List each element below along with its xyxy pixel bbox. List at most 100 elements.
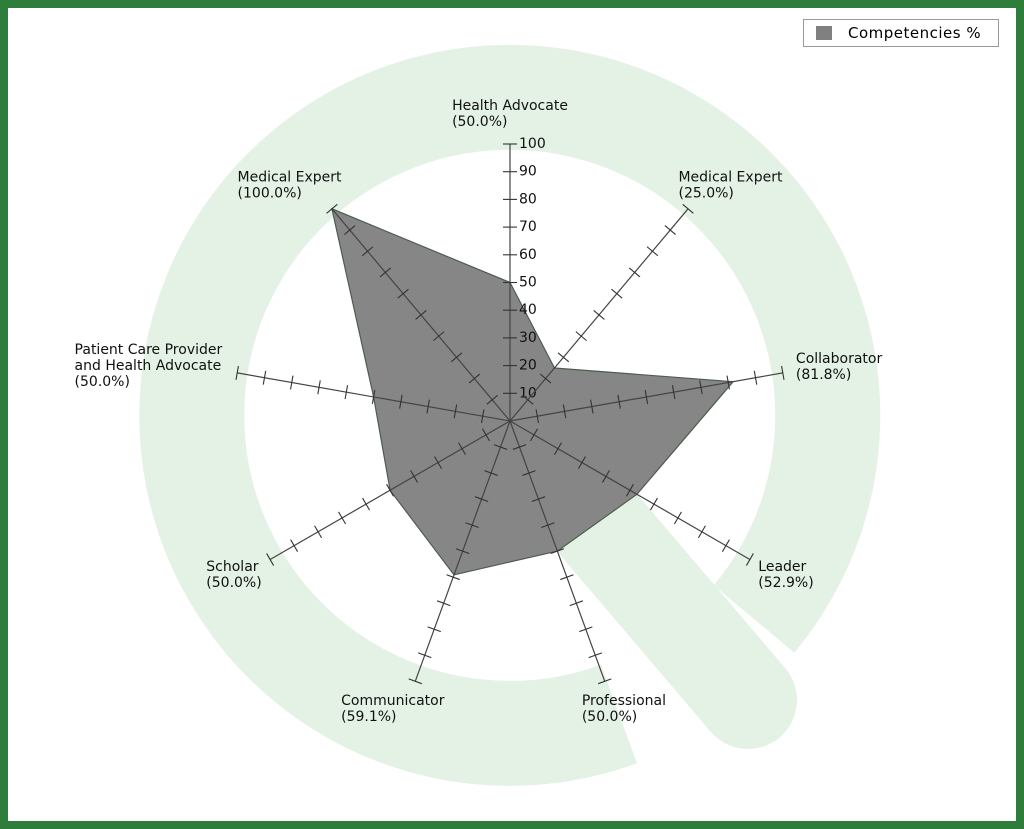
value-label: (50.0%) [452,114,508,130]
tick-mark [664,225,676,235]
r-tick-label: 50 [519,275,537,291]
tick-mark [649,497,658,511]
tick-mark [290,375,294,390]
tick-mark [753,370,758,385]
tick-mark [344,385,349,400]
tick-mark [726,375,730,390]
tick-mark [290,539,299,552]
tick-mark [486,394,498,405]
tick-mark [450,352,463,363]
r-tick-label: 90 [519,164,537,180]
value-label: (25.0%) [678,185,734,202]
category-name: Health Advocate [452,98,568,114]
category-label: Patient Care Provider and Health Advocat… [75,342,225,390]
tick-mark [480,409,485,424]
tick-mark [474,496,489,502]
tick-mark [317,380,321,395]
tick-mark [434,456,443,469]
tick-mark [531,496,546,502]
tick-mark [682,203,694,214]
tick-mark [590,399,594,414]
tick-mark [579,626,593,633]
tick-mark [465,522,479,529]
category-label: Collaborator (81.8%) [796,352,882,384]
r-tick-label: 10 [519,385,537,401]
tick-mark [569,600,584,607]
category-name: Scholar [206,558,259,575]
r-tick-label: 30 [519,330,537,346]
category-name: Professional [581,693,666,710]
tick-mark [408,678,423,685]
category-name: Patient Care Provider and Health Advocat… [74,342,223,375]
tick-mark [235,365,239,380]
category-name: Leader [758,558,807,575]
tick-mark [371,389,376,404]
tick-mark [417,652,432,659]
legend-label: Competencies % [848,24,982,42]
legend-swatch [816,26,832,40]
tick-mark [597,678,612,685]
value-label: (50.0%) [581,709,638,726]
r-tick-label: 20 [519,358,537,374]
tick-mark [512,444,527,450]
tick-mark [379,267,392,278]
tick-mark [671,385,676,400]
tick-mark [338,511,347,525]
tick-mark [781,365,785,380]
tick-mark [522,470,536,476]
value-label: (52.9%) [758,574,814,591]
tick-mark [446,574,460,581]
tick-mark [554,442,562,456]
tick-mark [458,442,466,456]
tick-mark [557,352,570,363]
tick-mark [433,331,445,342]
watermark-ring [139,44,881,786]
tick-mark [453,404,458,419]
tick-mark [541,522,555,529]
tick-mark [593,309,605,320]
r-tick-label: 70 [519,219,537,235]
tick-mark [745,553,754,566]
category-name: Collaborator [795,351,883,368]
value-label: (50.0%) [206,574,262,591]
tick-mark [530,428,538,442]
tick-mark [562,404,567,419]
category-label: Leader (52.9%) [758,559,813,591]
category-label: Health Advocate (50.0%) [452,98,568,130]
tick-mark [399,394,403,409]
tick-mark [397,288,409,299]
tick-mark [426,399,430,414]
tick-mark [601,470,610,483]
value-label: (50.0%) [74,374,130,391]
category-label: Professional (50.0%) [582,693,666,725]
tick-mark [560,574,574,581]
tick-mark [575,331,587,342]
category-label: Communicator (59.1%) [341,693,444,725]
r-tick-label: 80 [519,191,537,207]
tick-mark [644,389,649,404]
tick-mark [588,652,603,659]
tick-mark [468,373,481,384]
category-label: Scholar (50.0%) [206,559,261,591]
tick-mark [577,456,586,469]
tick-mark [673,511,682,525]
tick-mark [410,470,419,483]
tick-mark [344,225,356,235]
tick-mark [628,267,641,278]
tick-mark [522,394,534,405]
tick-mark [539,373,552,384]
tick-mark [625,483,634,497]
value-label: (100.0%) [237,185,302,202]
category-name: Communicator [341,693,445,710]
category-label: Medical Expert (100.0%) [238,170,342,202]
tick-mark [262,370,267,385]
tick-mark [484,470,498,476]
tick-mark [326,203,338,214]
category-name: Medical Expert [237,169,342,186]
category-name: Medical Expert [678,169,783,186]
tick-mark [550,548,565,555]
tick-mark [266,553,275,566]
tick-mark [611,288,623,299]
